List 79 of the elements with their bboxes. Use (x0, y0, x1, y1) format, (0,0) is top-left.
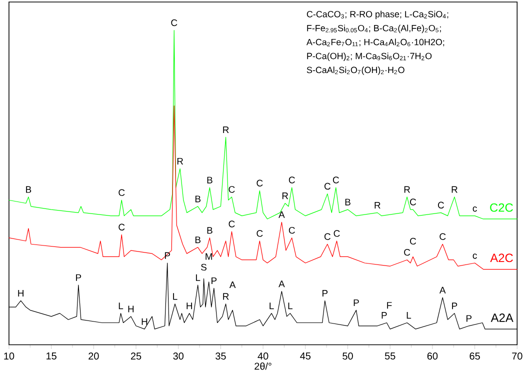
x-axis-title: 2θ/° (254, 362, 272, 370)
annotation: C (404, 249, 410, 256)
series-label: A2C (490, 254, 513, 262)
annotation: P (354, 300, 359, 306)
annotation: C (171, 20, 178, 26)
annotation: H (186, 302, 192, 310)
annotation: C (228, 186, 235, 193)
annotation: L (118, 302, 124, 310)
annotation: B (195, 236, 200, 244)
annotation: H (128, 306, 134, 312)
x-tick-label: 35 (216, 352, 226, 360)
x-tick-label: 60 (427, 352, 438, 360)
annotation: H (142, 318, 148, 326)
annotation: R (282, 192, 288, 200)
annotation: P (452, 302, 458, 310)
annotation: C (118, 224, 125, 231)
annotation: A (278, 212, 285, 218)
annotation: L (288, 302, 292, 310)
annotation: P (322, 290, 328, 297)
annotation: L (196, 274, 200, 281)
annotation: F (387, 302, 392, 309)
text: S-CaAl$_{2}$Si$_{2}$O$_{7}$(OH)$_{2}$·H$_{2}$O (306, 66, 404, 76)
annotation: P (382, 312, 387, 319)
annotation: A (439, 287, 446, 294)
annotation: C (256, 230, 263, 237)
annotation: L (406, 312, 412, 319)
x-tick-label: 65 (470, 352, 480, 360)
annotation: A (229, 282, 236, 288)
x-tick-label: 20 (88, 352, 99, 360)
x-tick-label: 10 (4, 352, 14, 360)
annotation: C (440, 233, 446, 240)
annotation: L (173, 293, 178, 300)
annotation: B (207, 227, 212, 234)
annotation: P (76, 274, 82, 281)
text: P-Ca(OH)$_{2}$; M-Ca$_{9}$Si$_{6}$O$_{21}$·7H$_{2}$O (307, 52, 432, 62)
annotation: B (26, 186, 32, 193)
annotation: P (466, 315, 472, 322)
x-tick-label: 50 (342, 352, 353, 360)
annotation: R (177, 158, 184, 165)
annotation: R (223, 126, 229, 134)
annotation: C (324, 183, 330, 190)
annotation: H (18, 290, 24, 297)
annotation: B (345, 199, 350, 206)
annotation: S (201, 264, 206, 271)
x-tick-label: 70 (512, 352, 522, 360)
x-tick-label: 40 (258, 352, 268, 360)
annotation: c (472, 206, 477, 212)
text: C-CaCO$_{3}$; R-RO phase; L-Ca$_{2}$SiO$_{4}$; (306, 10, 448, 20)
annotation: C (324, 233, 330, 240)
annotation: C (256, 180, 263, 187)
annotation: c (472, 254, 477, 259)
annotation: L (270, 302, 274, 310)
x-tick-label: 15 (46, 352, 56, 360)
annotation: P (212, 278, 217, 284)
series-label: A2A (490, 314, 514, 322)
x-tick-label: 30 (173, 352, 184, 360)
annotation: C (334, 230, 340, 237)
text: A-Ca$_{2}$Fe$_{7}$O$_{11}$; H-Ca$_{4}$Al$_{2}$O$_{6}$·10H2O; (306, 38, 444, 46)
annotation: A (278, 280, 285, 288)
annotation: C (438, 202, 444, 209)
x-tick-label: 55 (384, 352, 396, 360)
annotation: C (332, 176, 339, 184)
annotation: B (207, 177, 212, 184)
annotation: C (228, 220, 235, 228)
annotation: C (288, 176, 295, 184)
x-tick-label: 45 (300, 352, 311, 360)
annotation: B (195, 196, 200, 202)
text: F-Fe$_{2.95}$Si$_{0.05}$O$_{4}$; B-Ca$_{2}$(Al,Fe)$_{2}$O$_{5}$; (307, 24, 441, 34)
annotation: C (288, 227, 295, 234)
annotation: M (206, 253, 212, 260)
series-label: C2C (490, 204, 513, 212)
annotation: R (452, 186, 458, 193)
annotation: R (223, 293, 229, 300)
annotation: R (374, 202, 380, 209)
annotation: R (404, 186, 410, 193)
x-tick-label: 25 (130, 352, 142, 360)
annotation: C (118, 189, 125, 196)
annotation: C (410, 238, 416, 245)
annotation: C (410, 198, 416, 206)
